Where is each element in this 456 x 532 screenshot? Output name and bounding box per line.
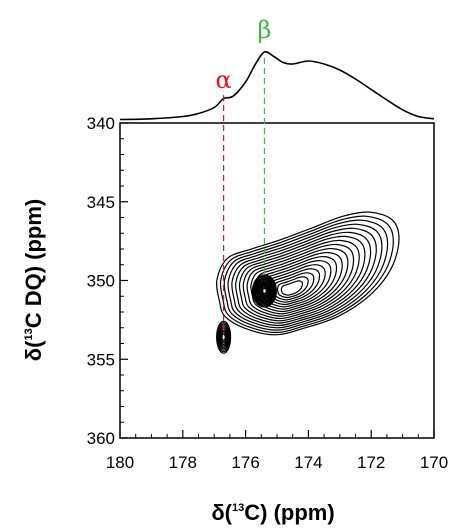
plot-frame <box>120 123 434 438</box>
y-tick-label: 340 <box>87 114 115 133</box>
y-tick-label: 360 <box>87 429 115 448</box>
x-tick-label: 172 <box>357 453 385 472</box>
y-axis: 340 345 350 355 360 <box>87 114 128 448</box>
peak-label: β <box>258 16 272 44</box>
y-tick-label: 355 <box>87 350 115 369</box>
x-axis-title: δ(13C) (ppm) <box>211 500 334 525</box>
x-axis: 180 178 176 174 172 170 <box>106 430 448 472</box>
x-tick-label: 174 <box>294 453 322 472</box>
projection-1d <box>120 52 434 120</box>
peak-label: α <box>216 66 232 94</box>
projection-trace <box>120 52 434 120</box>
y-tick-label: 350 <box>87 272 115 291</box>
x-tick-label: 176 <box>231 453 259 472</box>
contour-plot <box>217 212 399 353</box>
y-tick-label: 345 <box>87 193 115 212</box>
x-tick-label: 180 <box>106 453 134 472</box>
x-tick-label: 170 <box>420 453 448 472</box>
x-tick-label: 178 <box>169 453 197 472</box>
alpha-contour-ring <box>222 334 225 340</box>
y-axis-title: δ(13C DQ) (ppm) <box>21 199 46 361</box>
